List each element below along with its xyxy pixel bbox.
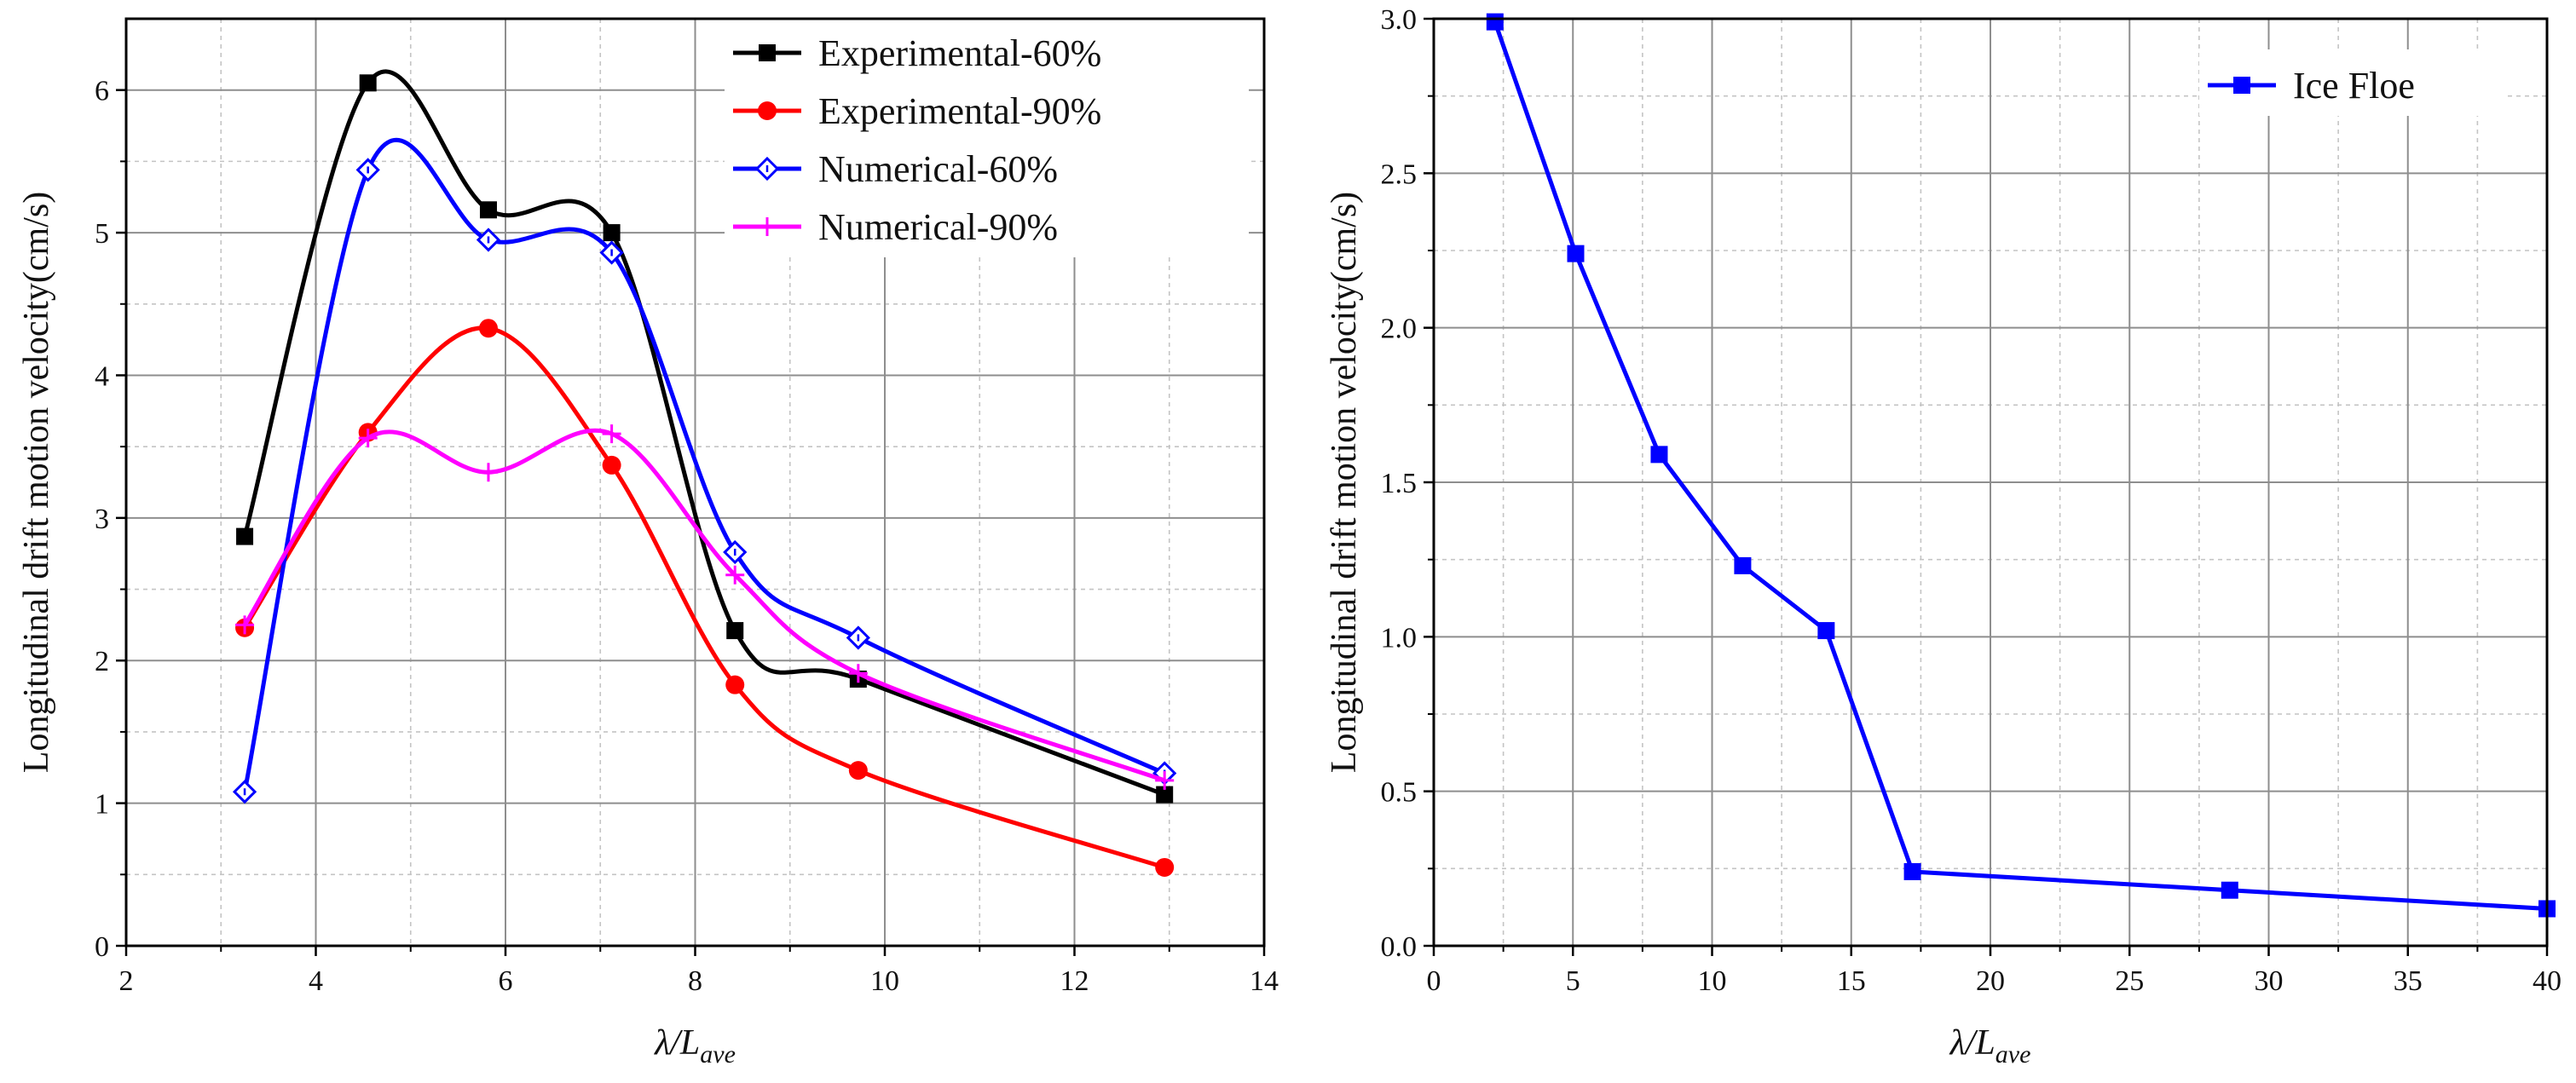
data-point (1156, 786, 1174, 804)
data-point (848, 664, 868, 683)
data-point (1155, 857, 1175, 877)
x-tick-label: 2 (119, 965, 134, 997)
x-tick-label: 8 (688, 965, 702, 997)
axes: 0 5 10 15 20 25 30 35 40 0.0 0.5 1.0 1.5 2.0 2.5 3.0 λ/L… (1325, 4, 2562, 1069)
data-point (359, 74, 377, 92)
y-axis-title: Longitudinal drift motion velocity(cm/s) (1325, 192, 1364, 773)
plot-frame (1432, 17, 2549, 948)
legend-background (725, 17, 1249, 257)
y-tick-label: 1.5 (1381, 468, 1418, 499)
y-tick-label: 4 (95, 360, 109, 392)
data-point (726, 622, 744, 640)
y-tick-label: 0 (95, 931, 109, 963)
plot-frame (124, 17, 1266, 948)
y-tick-label: 6 (95, 76, 109, 107)
data-point (603, 224, 621, 242)
data-point (478, 463, 498, 482)
x-tick-label: 15 (1837, 965, 1866, 997)
x-tick-label: 40 (2533, 965, 2562, 997)
y-tick-label: 1 (95, 789, 109, 821)
x-tick-label: 25 (2115, 965, 2144, 997)
x-tick-label: 4 (309, 965, 323, 997)
data-point (602, 424, 621, 444)
x-tick-label: 10 (1698, 965, 1727, 997)
x-tick-label: 35 (2394, 965, 2423, 997)
x-axis-title-sub: ave (1996, 1040, 2031, 1069)
data-point (725, 675, 745, 694)
data-point (1817, 622, 1835, 640)
legend-marker (758, 217, 777, 236)
x-axis-title: λ/Lave (1949, 1023, 2031, 1069)
data-point (479, 201, 497, 219)
x-tick-label: 12 (1060, 965, 1089, 997)
series-Experimental-90% (235, 319, 1175, 877)
y-tick-label: 5 (95, 218, 109, 250)
x-tick-label: 14 (1250, 965, 1279, 997)
data-point (1567, 245, 1585, 262)
legend: Experimental-60% Experimental-90% Numerica… (725, 17, 1249, 257)
legend-marker (2233, 77, 2250, 94)
legend-label: Experimental-60% (818, 32, 1101, 74)
x-tick-label: 5 (1566, 965, 1580, 997)
grid (1433, 18, 2548, 947)
legend-label: Numerical-90% (818, 206, 1058, 248)
data-point (1155, 770, 1175, 790)
y-tick-label: 2.0 (1381, 314, 1418, 345)
x-tick-label: 10 (870, 965, 899, 997)
data-point (236, 527, 254, 545)
data-point (1734, 556, 1752, 574)
legend-label: Ice Floe (2293, 65, 2415, 107)
data-point (1650, 446, 1668, 464)
series-Ice Floe (1486, 13, 2556, 918)
x-axis-title-main: λ/L (653, 1023, 700, 1063)
x-axis-title: λ/Lave (653, 1023, 736, 1069)
series-Numerical-90% (235, 424, 1175, 790)
legend: Ice Floe (2199, 49, 2506, 116)
legend-label: Experimental-90% (818, 90, 1101, 132)
series-line (242, 325, 1165, 870)
y-tick-label: 0.5 (1381, 777, 1418, 809)
data-point (725, 565, 745, 585)
x-tick-label: 6 (499, 965, 513, 997)
legend-label: Numerical-60% (818, 148, 1058, 190)
y-tick-label: 0.0 (1381, 931, 1418, 963)
data-point (235, 615, 255, 635)
legend-marker (758, 101, 777, 120)
data-point (358, 429, 378, 448)
data-point (1903, 862, 1921, 880)
y-tick-label: 2.5 (1381, 158, 1418, 190)
x-axis-title-sub: ave (700, 1040, 736, 1069)
x-tick-label: 20 (1976, 965, 2005, 997)
y-axis-title: Longitudinal drift motion velocity(cm/s) (17, 192, 56, 773)
data-point (478, 319, 498, 338)
data-point (2221, 881, 2238, 899)
legend-marker (759, 44, 776, 61)
x-axis-title-main: λ/L (1949, 1023, 1996, 1063)
y-tick-label: 2 (95, 646, 109, 677)
y-tick-label: 3 (95, 504, 109, 535)
chart-2: 0 5 10 15 20 25 30 35 40 0.0 0.5 1.0 1.5 2.0 2.5 3.0 λ/L… (1325, 4, 2562, 1069)
data-point (848, 761, 868, 781)
data-point (602, 455, 621, 475)
y-tick-label: 1.0 (1381, 622, 1418, 654)
series-line (1493, 20, 2548, 911)
y-tick-label: 3.0 (1381, 4, 1418, 36)
data-point (1486, 13, 1504, 31)
x-tick-label: 0 (1427, 965, 1441, 997)
x-tick-label: 30 (2255, 965, 2284, 997)
